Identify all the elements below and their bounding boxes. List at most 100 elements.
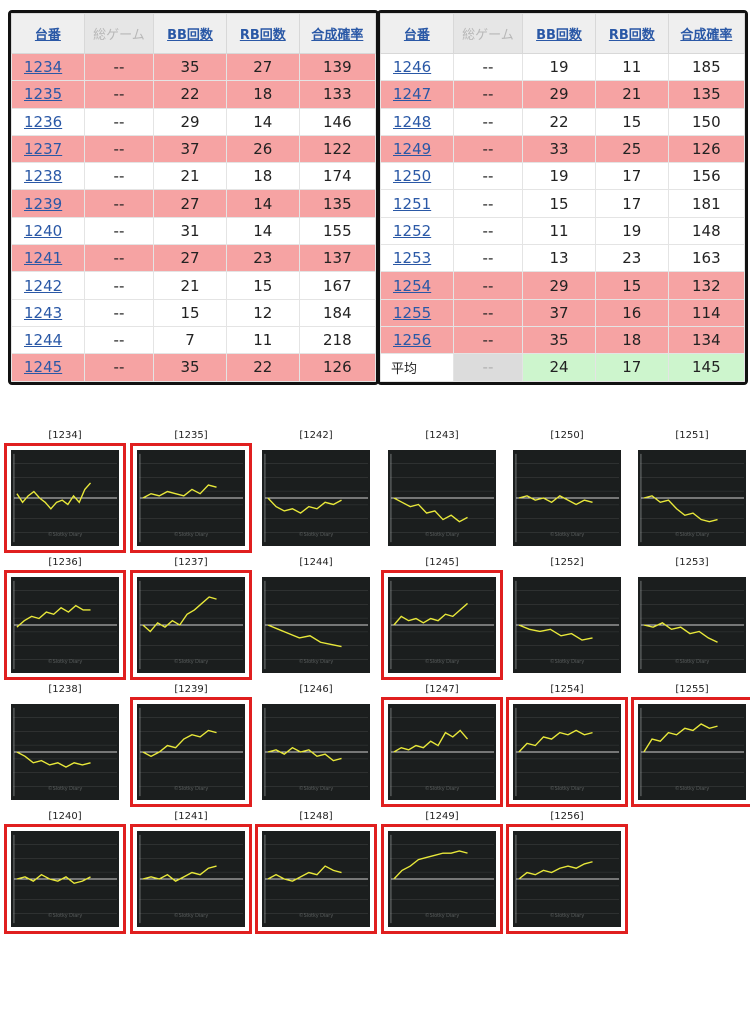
header-rb-count[interactable]: RB回数: [225, 13, 300, 54]
combined-rate-cell: 135: [298, 189, 376, 218]
machine-number-link[interactable]: 1251: [393, 194, 432, 213]
machine-number-link[interactable]: 1245: [24, 358, 63, 377]
header-machine-no[interactable]: 台番: [11, 13, 85, 54]
machine-number-link[interactable]: 1244: [24, 331, 63, 350]
slump-graph-card[interactable]: [1248] ©Slotky Diary: [255, 811, 377, 936]
slump-graph-card[interactable]: [1243] ©Slotky Diary: [381, 430, 503, 555]
bb-count-cell: 29: [522, 80, 596, 109]
rb-count-cell: 18: [225, 162, 300, 191]
table-row: 1236 -- 29 14 146: [11, 107, 376, 136]
machine-number-link[interactable]: 1252: [393, 221, 432, 240]
slump-graph-card[interactable]: [1253] ©Slotky Diary: [631, 557, 750, 682]
machine-number-link[interactable]: 1250: [393, 167, 432, 186]
slump-graph-card[interactable]: [1242] ©Slotky Diary: [255, 430, 377, 555]
rb-count-cell: 23: [225, 244, 300, 273]
slump-graph-card[interactable]: [1237] ©Slotky Diary: [130, 557, 252, 682]
slump-graph-card[interactable]: [1239] ©Slotky Diary: [130, 684, 252, 809]
rb-count-cell: 22: [225, 353, 300, 382]
machine-number-link[interactable]: 1234: [24, 58, 63, 77]
slump-graph-card[interactable]: [1245] ©Slotky Diary: [381, 557, 503, 682]
slump-graph-card[interactable]: [1238] ©Slotky Diary: [4, 684, 126, 809]
machine-number-link[interactable]: 1238: [24, 167, 63, 186]
table-header-row: 台番 総ゲーム BB回数 RB回数 合成確率: [11, 13, 376, 54]
header-combined-rate[interactable]: 合成確率: [667, 13, 745, 54]
table-header-row: 台番 総ゲーム BB回数 RB回数 合成確率: [380, 13, 745, 54]
bb-count-cell: 19: [522, 162, 596, 191]
graph-series-line: [518, 495, 593, 506]
machine-number-link[interactable]: 1254: [393, 276, 432, 295]
highlighted-graph-frame: ©Slotky Diary: [130, 570, 252, 680]
machine-number-cell: 1251: [380, 189, 454, 218]
slump-graph-card[interactable]: [1235] ©Slotky Diary: [130, 430, 252, 555]
header-machine-no[interactable]: 台番: [380, 13, 454, 54]
slump-graph-card[interactable]: [1256] ©Slotky Diary: [506, 811, 628, 936]
machine-number-link[interactable]: 1237: [24, 140, 63, 159]
table-row: 1239 -- 27 14 135: [11, 189, 376, 218]
graph-watermark: ©Slotky Diary: [425, 785, 460, 792]
slump-graph-card[interactable]: [1236] ©Slotky Diary: [4, 557, 126, 682]
machine-number-link[interactable]: 1243: [24, 303, 63, 322]
machine-number-cell: 1247: [380, 80, 454, 109]
slump-graph-card[interactable]: [1240] ©Slotky Diary: [4, 811, 126, 936]
header-total-games: 総ゲーム: [83, 13, 155, 54]
slump-graph: ©Slotky Diary: [137, 831, 245, 927]
slump-graph-card[interactable]: [1249] ©Slotky Diary: [381, 811, 503, 936]
rb-count-cell: 18: [594, 325, 669, 355]
machine-number-link[interactable]: 1246: [393, 58, 432, 77]
graph-series-line: [393, 497, 468, 523]
machine-number-link[interactable]: 1236: [24, 112, 63, 131]
bb-count-cell: 13: [522, 244, 596, 273]
average-label: 平均: [380, 353, 454, 382]
slump-graph-card[interactable]: [1254] ©Slotky Diary: [506, 684, 628, 809]
machine-number-cell: 1241: [11, 244, 85, 273]
graph-machine-label: [1244]: [299, 557, 333, 568]
graph-watermark: ©Slotky Diary: [48, 531, 83, 538]
machine-number-link[interactable]: 1239: [24, 194, 63, 213]
combined-rate-cell: 132: [667, 271, 745, 300]
left-machine-table: 台番 総ゲーム BB回数 RB回数 合成確率 1234 -- 35 27 139 1235…: [8, 10, 379, 385]
slump-graph-card[interactable]: [1252] ©Slotky Diary: [506, 557, 628, 682]
table-row: 1243 -- 15 12 184: [11, 298, 376, 327]
header-bb-count[interactable]: BB回数: [153, 13, 227, 54]
header-combined-rate[interactable]: 合成確率: [298, 13, 376, 54]
header-bb-count[interactable]: BB回数: [522, 13, 596, 54]
table-row: 1254 -- 29 15 132: [380, 271, 745, 300]
total-games-cell: --: [83, 80, 155, 109]
machine-number-link[interactable]: 1253: [393, 249, 432, 268]
combined-rate-cell: 156: [667, 162, 745, 191]
machine-number-link[interactable]: 1256: [393, 331, 432, 350]
slump-graph-card[interactable]: [1244] ©Slotky Diary: [255, 557, 377, 682]
graph-watermark: ©Slotky Diary: [550, 785, 585, 792]
machine-number-link[interactable]: 1242: [24, 276, 63, 295]
slump-graph-card[interactable]: [1234] ©Slotky Diary: [4, 430, 126, 555]
graph-machine-label: [1255]: [675, 684, 709, 695]
machine-number-link[interactable]: 1241: [24, 249, 63, 268]
highlighted-graph-frame: ©Slotky Diary: [130, 697, 252, 807]
machine-number-link[interactable]: 1247: [393, 85, 432, 104]
graph-watermark: ©Slotky Diary: [550, 912, 585, 919]
slump-graph-card[interactable]: [1247] ©Slotky Diary: [381, 684, 503, 809]
slump-graph-card[interactable]: [1255] ©Slotky Diary: [631, 684, 750, 809]
slump-graph-card[interactable]: [1250] ©Slotky Diary: [506, 430, 628, 555]
table-row: 1234 -- 35 27 139: [11, 52, 376, 82]
combined-rate-cell: 139: [298, 52, 376, 82]
machine-number-link[interactable]: 1255: [393, 303, 432, 322]
machine-number-link[interactable]: 1235: [24, 85, 63, 104]
graph-watermark: ©Slotky Diary: [675, 531, 710, 538]
graph-series-line: [643, 495, 718, 523]
header-rb-count[interactable]: RB回数: [594, 13, 669, 54]
table-row: 1240 -- 31 14 155: [11, 216, 376, 246]
slump-graph-card[interactable]: [1246] ©Slotky Diary: [255, 684, 377, 809]
combined-rate-cell: 163: [667, 244, 745, 273]
graph-machine-label: [1242]: [299, 430, 333, 441]
machine-number-cell: 1245: [11, 353, 85, 382]
slump-graph-card[interactable]: [1251] ©Slotky Diary: [631, 430, 750, 555]
machine-number-link[interactable]: 1249: [393, 140, 432, 159]
machine-number-link[interactable]: 1248: [393, 112, 432, 131]
slump-graph: ©Slotky Diary: [11, 831, 119, 927]
slump-graph-card[interactable]: [1241] ©Slotky Diary: [130, 811, 252, 936]
rb-count-cell: 11: [225, 325, 300, 355]
machine-number-link[interactable]: 1240: [24, 221, 63, 240]
slump-graph: ©Slotky Diary: [137, 704, 245, 800]
combined-rate-cell: 135: [667, 80, 745, 109]
